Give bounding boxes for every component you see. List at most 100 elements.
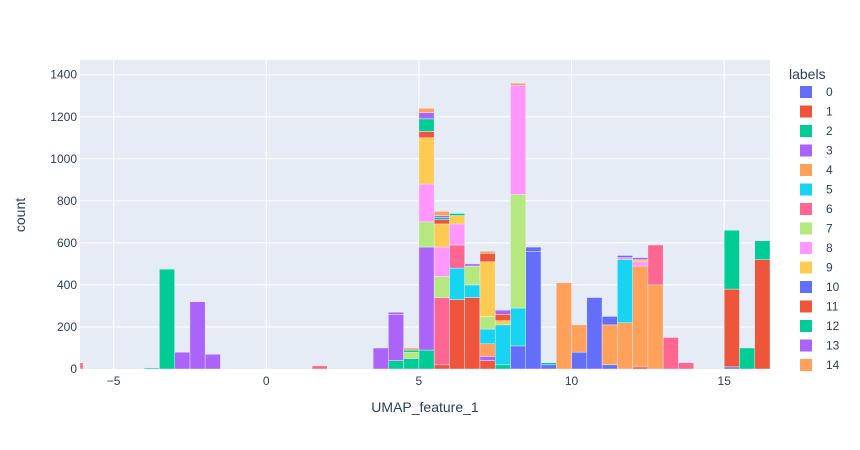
bar-segment-label-5: [617, 259, 633, 324]
legend-swatch: [800, 203, 812, 215]
legend-swatch: [800, 105, 812, 118]
legend-swatch: [800, 300, 812, 313]
bar-segment-label-12: [403, 349, 420, 353]
bar-segment-label-10: [525, 246, 542, 252]
legend-swatch: [800, 242, 812, 254]
x-tick-label: 0: [263, 374, 270, 388]
bar-segment-label-8: [510, 84, 527, 195]
legend-swatch: [800, 125, 812, 137]
bar-segment-label-7: [479, 316, 496, 330]
bar-segment-label-1: [433, 364, 450, 370]
legend-item-11[interactable]: 11: [800, 300, 839, 314]
bar-segment-label-8: [632, 261, 649, 267]
bar-segment-label-1: [479, 360, 496, 370]
bar-segment-label-10: [617, 255, 633, 258]
legend-swatch: [800, 222, 812, 235]
bar-segment-label-4: [479, 343, 496, 357]
bar-segment-label-11: [433, 219, 450, 225]
bar-segment-label-9: [449, 215, 465, 225]
bar-segment-label-0: [586, 297, 603, 370]
bar-segment-label-2: [739, 347, 755, 370]
legend-item-6[interactable]: 6: [800, 202, 833, 216]
bar-segment-label-5: [494, 324, 511, 366]
bar-segment-label-8: [433, 246, 450, 277]
legend-label: 0: [826, 85, 833, 99]
legend-label: 2: [826, 124, 833, 138]
legend-swatch: [800, 144, 812, 157]
bar-segment-label-13: [632, 257, 649, 260]
bar-segment-label-4: [556, 282, 572, 370]
bar-segment-label-1: [449, 299, 465, 370]
bar-segment-label-11: [418, 131, 435, 139]
bar-segment-label-8: [449, 223, 465, 246]
legend-item-14[interactable]: 14: [800, 358, 840, 372]
bar-segment-label-5: [510, 307, 527, 347]
bar-segment-label-6: [79, 362, 84, 370]
legend-item-12[interactable]: 12: [800, 319, 840, 333]
bar-segment-label-9: [433, 223, 450, 248]
x-tick-label: −5: [107, 374, 121, 388]
y-tick-label: 200: [57, 320, 77, 334]
bar-segment-label-7: [510, 194, 527, 309]
bar-segment-label-4: [632, 265, 649, 368]
legend-title: labels: [789, 66, 826, 82]
bar-segment-label-2: [754, 240, 771, 260]
legend-swatch: [800, 86, 812, 98]
y-tick-label: 400: [57, 278, 77, 292]
bar-segment-label-2: [403, 358, 420, 370]
legend-label: 10: [826, 280, 840, 294]
y-tick-label: 1200: [50, 110, 77, 124]
bar-segment-label-1: [754, 259, 771, 370]
bar-segment-label-3: [372, 347, 389, 370]
bar-segment-label-9: [418, 137, 435, 185]
bar-segment-label-1: [464, 297, 481, 370]
bar-segment-label-7: [433, 276, 450, 298]
legend-label: 6: [826, 202, 833, 216]
bar-segment-label-9: [494, 320, 511, 326]
legend-item-7[interactable]: 7: [800, 222, 833, 236]
bar-segment-label-2: [540, 362, 557, 366]
bar-segment-label-0: [571, 351, 588, 370]
bar-segment-label-7: [403, 351, 420, 359]
y-tick-label: 1000: [50, 152, 77, 166]
bar-segment-label-7: [418, 221, 435, 248]
bar-segment-label-5: [449, 267, 465, 300]
bar-segment-label-0: [525, 251, 542, 370]
bar-segment-label-12: [159, 268, 175, 370]
bar-segment-label-13: [388, 311, 404, 315]
bar-layer: [79, 82, 771, 370]
legend-item-10[interactable]: 10: [800, 280, 840, 294]
y-tick-label: 600: [57, 236, 77, 250]
bar-segment-label-14: [433, 211, 450, 216]
legend-item-9[interactable]: 9: [800, 261, 833, 275]
legend-swatch: [800, 339, 812, 352]
legend-label: 3: [826, 144, 833, 158]
legend-item-4[interactable]: 4: [800, 163, 833, 177]
legend-item-2[interactable]: 2: [800, 124, 833, 138]
bar-segment-label-0: [723, 366, 740, 370]
bar-segment-label-1: [723, 288, 740, 368]
legend-item-0[interactable]: 0: [800, 85, 833, 99]
bar-segment-label-14: [403, 347, 420, 351]
bar-segment-label-10: [601, 316, 618, 326]
legend-item-8[interactable]: 8: [800, 241, 833, 255]
legend-item-13[interactable]: 13: [800, 339, 840, 353]
bar-segment-label-14: [418, 108, 435, 113]
bar-segment-label-11: [494, 314, 511, 321]
legend-label: 5: [826, 183, 833, 197]
bar-segment-label-6: [449, 244, 465, 269]
bar-segment-label-6: [433, 297, 450, 366]
bar-segment-label-11: [479, 253, 496, 263]
legend-item-3[interactable]: 3: [800, 144, 833, 158]
x-tick-labels: −5 0 5 10 15: [107, 374, 731, 388]
bar-segment-label-12: [418, 118, 435, 132]
bar-segment-label-3: [479, 356, 496, 361]
bar-segment-label-9: [479, 261, 496, 317]
bar-segment-label-0: [540, 364, 557, 370]
legend-item-1[interactable]: 1: [800, 105, 833, 119]
legend-label: 9: [826, 261, 833, 275]
legend-item-5[interactable]: 5: [800, 183, 833, 197]
legend-swatch: [800, 164, 812, 176]
